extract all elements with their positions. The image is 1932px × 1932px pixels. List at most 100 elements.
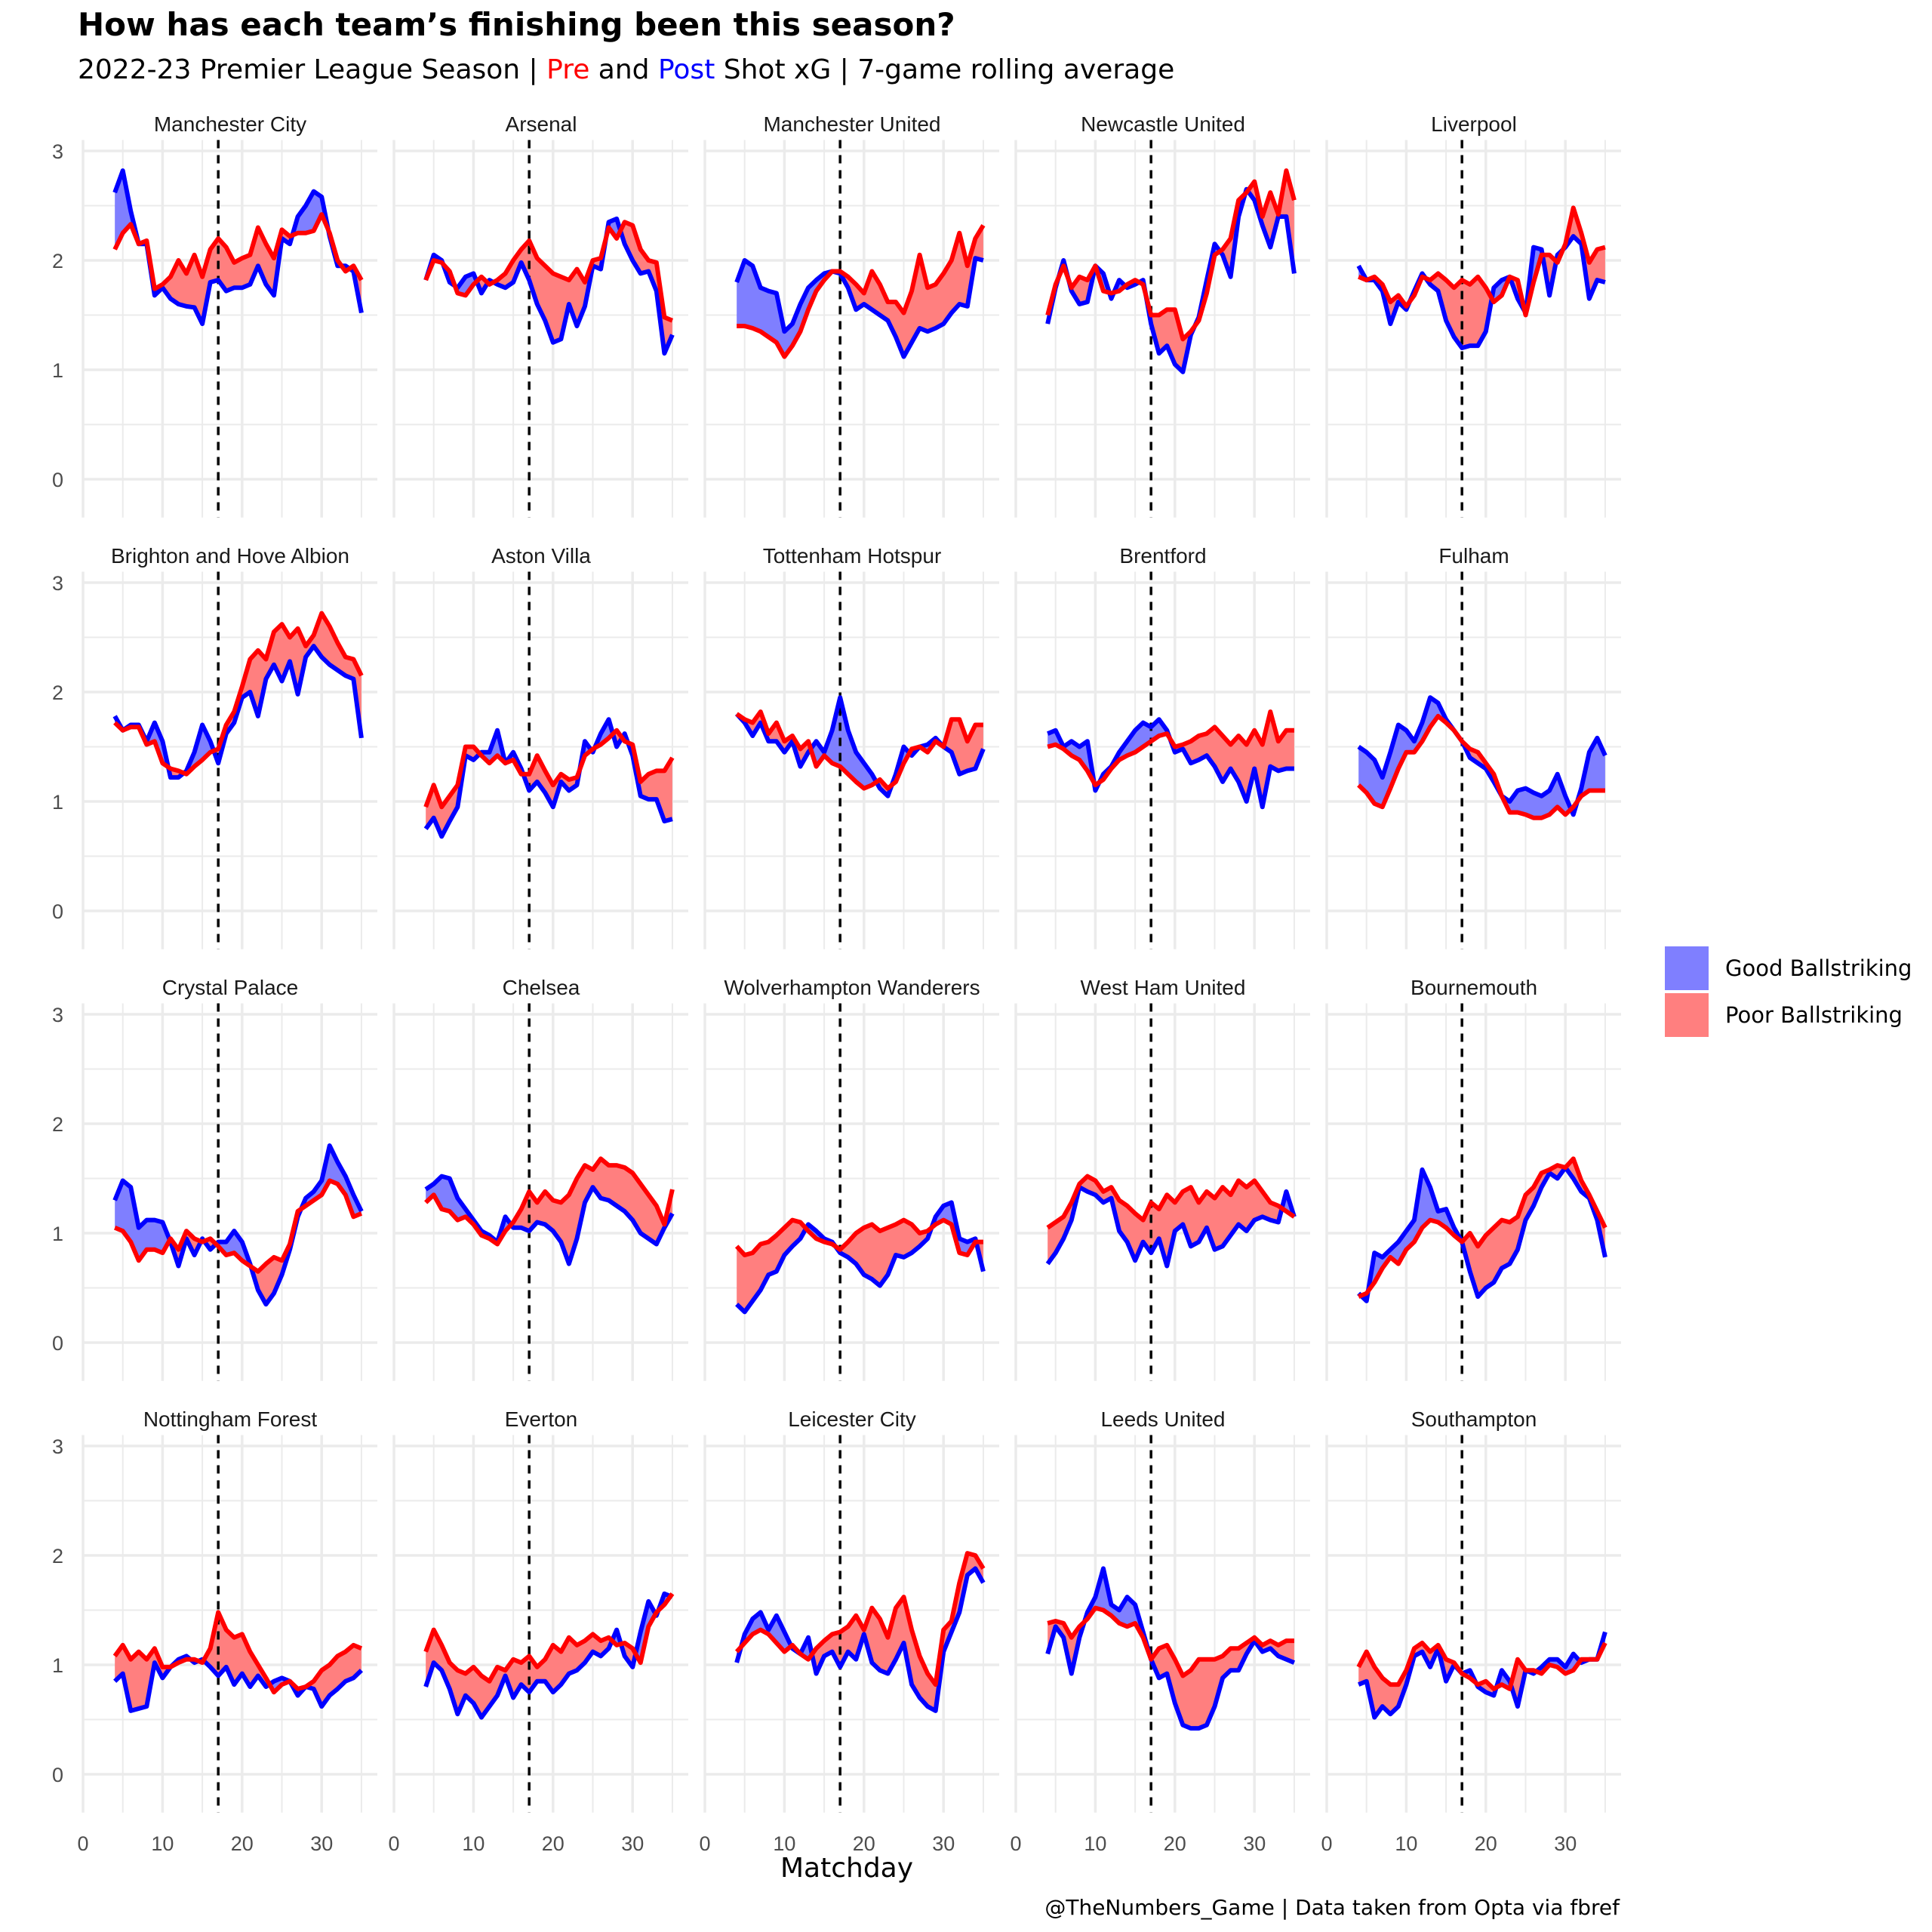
y-tick-label: 2 xyxy=(52,250,63,272)
facet-title: Arsenal xyxy=(506,112,577,136)
post-shot-xg-line xyxy=(735,1200,986,1315)
good-ballstriking-area xyxy=(1084,1568,1152,1660)
chart-title: How has each team’s finishing been this … xyxy=(78,6,955,43)
pre-shot-xg-line xyxy=(112,1610,363,1695)
post-shot-xg-line xyxy=(423,1591,674,1720)
y-tick-label: 3 xyxy=(52,572,63,595)
good-ballstriking-area xyxy=(454,273,477,296)
x-tick-label: 20 xyxy=(853,1832,875,1855)
y-tick-label: 0 xyxy=(52,1332,63,1355)
x-tick-label: 30 xyxy=(932,1832,955,1855)
x-tick-label: 0 xyxy=(1010,1832,1021,1855)
x-tick-label: 30 xyxy=(310,1832,333,1855)
y-tick-label: 1 xyxy=(52,359,63,382)
pre-shot-xg-line xyxy=(423,1592,675,1684)
post-shot-xg-line xyxy=(1045,1185,1297,1269)
poor-ballstriking-area xyxy=(1462,741,1502,796)
post-shot-xg-line xyxy=(734,1566,986,1713)
pre-shot-xg-line xyxy=(424,1156,675,1247)
facet-panel: Crystal Palace 0 1 2 3 xyxy=(52,976,377,1381)
legend-item-good: Good Ballstriking xyxy=(1665,946,1912,990)
legend-swatch-poor xyxy=(1665,993,1709,1037)
facet-panel: Fulham xyxy=(1325,544,1621,949)
pre-shot-xg-line xyxy=(114,1178,363,1274)
x-tick-label: 10 xyxy=(1395,1832,1417,1855)
facet-panel: Aston Villa xyxy=(392,544,688,949)
facet-title: Aston Villa xyxy=(491,544,591,568)
post-shot-xg-line xyxy=(423,216,675,356)
good-ballstriking-area xyxy=(1577,737,1605,801)
x-tick-label: 30 xyxy=(621,1832,644,1855)
facet-title: Southampton xyxy=(1411,1407,1537,1431)
poor-ballstriking-area xyxy=(1565,1158,1605,1257)
x-tick-label: 10 xyxy=(1084,1832,1106,1855)
x-tick-label: 20 xyxy=(1164,1832,1186,1855)
facet-panel: Leeds United 0 10 20 30 xyxy=(1010,1407,1310,1855)
facet-title: Manchester City xyxy=(154,112,306,136)
facet-panel: Wolverhampton Wanderers xyxy=(703,976,999,1381)
y-tick-label: 3 xyxy=(52,1435,63,1458)
y-tick-label: 3 xyxy=(52,140,63,163)
facet-title: Brighton and Hove Albion xyxy=(111,544,349,568)
post-shot-xg-line xyxy=(424,1174,675,1266)
pre-shot-xg-line xyxy=(734,1217,983,1257)
subtitle-prefix: 2022-23 Premier League Season | xyxy=(78,54,547,85)
good-ballstriking-area xyxy=(1367,1169,1463,1291)
facet-panel: Arsenal xyxy=(392,112,688,518)
good-ballstriking-area xyxy=(122,722,168,768)
x-tick-label: 0 xyxy=(1321,1832,1332,1855)
facet-title: Fulham xyxy=(1438,544,1509,568)
poor-ballstriking-area xyxy=(835,1220,932,1286)
post-shot-xg-line xyxy=(1358,1631,1607,1720)
post-shot-xg-line xyxy=(112,1143,364,1307)
x-tick-label: 0 xyxy=(388,1832,399,1855)
y-tick-label: 0 xyxy=(52,900,63,923)
x-tick-label: 10 xyxy=(462,1832,485,1855)
poor-ballstriking-area xyxy=(620,222,672,354)
x-tick-label: 0 xyxy=(699,1832,710,1855)
facet-title: West Ham United xyxy=(1081,976,1246,999)
x-tick-label: 30 xyxy=(1243,1832,1266,1855)
y-tick-label: 0 xyxy=(52,469,63,491)
facet-title: Brentford xyxy=(1119,544,1206,568)
post-shot-xg-line xyxy=(1357,695,1607,817)
pre-shot-xg-line xyxy=(1356,1641,1607,1691)
good-ballstriking-area xyxy=(115,1180,170,1261)
post-shot-xg-line xyxy=(1045,1566,1296,1731)
facet-title: Leicester City xyxy=(788,1407,916,1431)
chart-subtitle: 2022-23 Premier League Season | Pre and … xyxy=(78,54,1174,85)
good-ballstriking-area xyxy=(811,697,877,789)
poor-ballstriking-area xyxy=(1146,294,1195,372)
poor-ballstriking-area xyxy=(737,1220,807,1312)
post-shot-xg-line xyxy=(423,717,673,839)
caption: @TheNumbers_Game | Data taken from Opta … xyxy=(1044,1895,1620,1920)
legend-swatch-good xyxy=(1665,946,1709,990)
good-ballstriking-area xyxy=(1048,730,1094,783)
good-ballstriking-area xyxy=(292,191,329,235)
facet-panel: Newcastle United xyxy=(1014,112,1310,518)
pre-shot-xg-line xyxy=(1358,1156,1607,1299)
pre-shot-xg-line xyxy=(1358,205,1606,318)
poor-ballstriking-area xyxy=(306,1644,361,1707)
facet-panel: Brighton and Hove Albion 0 1 2 3 xyxy=(52,544,377,949)
pre-shot-xg-line xyxy=(1357,713,1605,820)
poor-ballstriking-area xyxy=(214,613,361,764)
y-tick-label: 0 xyxy=(52,1764,63,1786)
facet-title: Everton xyxy=(505,1407,578,1431)
x-tick-label: 20 xyxy=(542,1832,565,1855)
poor-ballstriking-area xyxy=(251,1208,301,1305)
pre-shot-xg-line xyxy=(1046,1174,1296,1230)
poor-ballstriking-area xyxy=(1426,273,1492,348)
facet-title: Crystal Palace xyxy=(162,976,299,999)
facet-panel: Manchester United xyxy=(703,112,999,518)
pre-shot-xg-line xyxy=(734,1551,986,1687)
x-tick-label: 30 xyxy=(1554,1832,1577,1855)
y-tick-label: 2 xyxy=(52,1545,63,1567)
poor-ballstriking-area xyxy=(138,227,293,325)
x-tick-label: 20 xyxy=(1475,1832,1497,1855)
facet-panel: Chelsea xyxy=(392,976,688,1381)
facet-title: Chelsea xyxy=(503,976,580,999)
x-tick-label: 20 xyxy=(231,1832,254,1855)
